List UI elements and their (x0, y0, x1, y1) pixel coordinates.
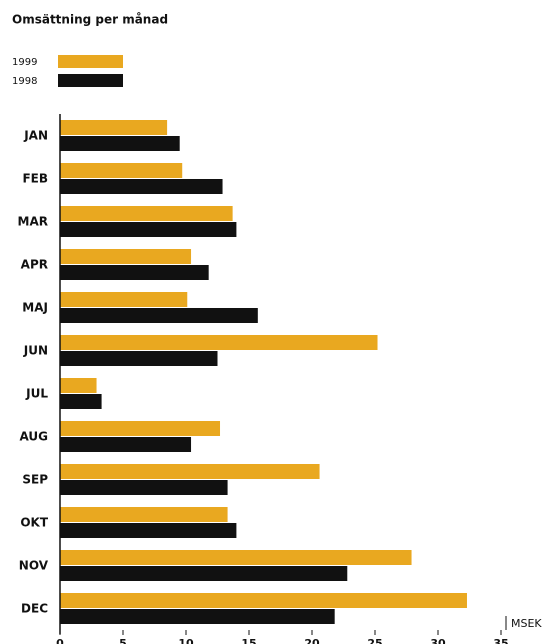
bar (60, 206, 233, 221)
x-tick-label: 35 (493, 637, 508, 644)
bar (60, 421, 221, 436)
y-tick-label: MAR (18, 215, 48, 229)
bar (60, 351, 218, 366)
bar (60, 292, 188, 307)
bar (60, 523, 237, 538)
bar (60, 464, 320, 479)
bar (60, 265, 209, 280)
y-tick-label: DEC (21, 602, 48, 616)
legend-label: 1999 (12, 57, 37, 68)
bar (60, 480, 228, 495)
bar (60, 507, 228, 522)
bar (60, 222, 237, 237)
y-tick-label: NOV (19, 559, 49, 573)
bar (60, 550, 412, 565)
bar (60, 249, 192, 264)
bar (60, 378, 97, 393)
bar (60, 437, 192, 452)
bar (60, 593, 467, 608)
legend-label: 1998 (12, 76, 37, 87)
x-tick-label: 10 (178, 637, 194, 644)
y-tick-label: FEB (22, 172, 48, 186)
y-tick-label: OKT (20, 516, 49, 530)
chart-title: Omsättning per månad (12, 13, 168, 27)
bar (60, 394, 102, 409)
bar (60, 566, 348, 581)
x-tick-label: 5 (119, 637, 127, 644)
y-tick-label: JUN (23, 344, 48, 358)
bar (60, 609, 335, 624)
x-tick-label: 20 (304, 637, 320, 644)
bar (60, 120, 168, 135)
legend-swatch (58, 55, 123, 68)
x-axis-label: MSEK (511, 617, 542, 630)
x-tick-label: 15 (241, 637, 256, 644)
x-tick-label: 30 (430, 637, 446, 644)
bar (60, 163, 183, 178)
bar (60, 136, 180, 151)
legend-swatch (58, 74, 123, 87)
y-tick-label: JUL (25, 387, 48, 401)
bar (60, 308, 258, 323)
x-tick-label: 25 (367, 637, 382, 644)
y-tick-label: AUG (19, 430, 48, 444)
y-tick-label: SEP (22, 473, 48, 487)
x-tick-label: 0 (56, 637, 64, 644)
y-tick-label: MAJ (22, 301, 48, 315)
y-tick-label: APR (21, 258, 48, 272)
y-tick-label: JAN (23, 129, 48, 143)
bar (60, 335, 378, 350)
bar (60, 179, 223, 194)
